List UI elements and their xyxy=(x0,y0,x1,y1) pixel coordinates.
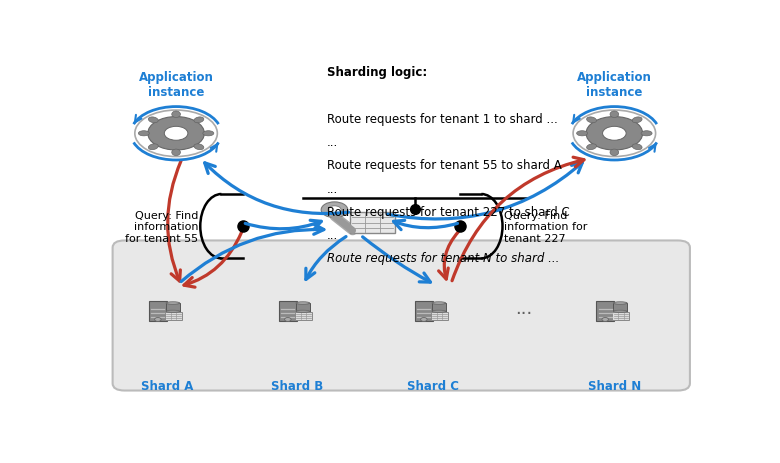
Text: ...: ... xyxy=(328,136,339,149)
Ellipse shape xyxy=(632,118,642,124)
Circle shape xyxy=(328,206,341,214)
Ellipse shape xyxy=(172,150,180,156)
FancyBboxPatch shape xyxy=(431,313,448,320)
FancyBboxPatch shape xyxy=(350,213,395,234)
Ellipse shape xyxy=(613,302,627,305)
Circle shape xyxy=(147,117,204,150)
Ellipse shape xyxy=(138,131,149,137)
Ellipse shape xyxy=(166,302,179,305)
Ellipse shape xyxy=(576,131,587,137)
Text: ...: ... xyxy=(515,300,532,318)
FancyBboxPatch shape xyxy=(613,303,627,313)
Text: Route requests for tenant 227 to shard C: Route requests for tenant 227 to shard C xyxy=(328,205,570,218)
Text: Shard C: Shard C xyxy=(407,379,459,392)
Ellipse shape xyxy=(172,112,180,118)
Text: Shard B: Shard B xyxy=(271,379,323,392)
FancyBboxPatch shape xyxy=(296,303,310,313)
Text: Route requests for tenant N to shard ...: Route requests for tenant N to shard ... xyxy=(328,252,559,265)
Ellipse shape xyxy=(573,111,656,157)
Ellipse shape xyxy=(148,144,158,150)
Text: Sharding logic:: Sharding logic: xyxy=(328,66,427,79)
Circle shape xyxy=(154,318,161,322)
FancyBboxPatch shape xyxy=(596,301,614,321)
Text: Shard A: Shard A xyxy=(141,379,193,392)
Ellipse shape xyxy=(203,131,214,137)
FancyBboxPatch shape xyxy=(432,303,445,313)
Circle shape xyxy=(602,318,608,322)
Ellipse shape xyxy=(641,131,652,137)
FancyBboxPatch shape xyxy=(612,313,629,320)
Circle shape xyxy=(420,318,427,322)
FancyBboxPatch shape xyxy=(112,241,690,391)
Ellipse shape xyxy=(432,311,445,313)
Ellipse shape xyxy=(148,118,158,124)
Ellipse shape xyxy=(587,118,597,124)
Text: Route requests for tenant 1 to shard ...: Route requests for tenant 1 to shard ... xyxy=(328,113,558,125)
FancyBboxPatch shape xyxy=(415,301,433,321)
Ellipse shape xyxy=(194,144,204,150)
Ellipse shape xyxy=(587,144,597,150)
Ellipse shape xyxy=(194,118,204,124)
FancyBboxPatch shape xyxy=(295,313,312,320)
Ellipse shape xyxy=(296,311,310,313)
Circle shape xyxy=(321,202,348,218)
Text: Route requests for tenant 55 to shard A: Route requests for tenant 55 to shard A xyxy=(328,159,562,172)
Text: ...: ... xyxy=(328,182,339,195)
FancyBboxPatch shape xyxy=(279,301,297,321)
Text: Query: Find
information for
tenant 227: Query: Find information for tenant 227 xyxy=(505,210,587,243)
Text: Application
instance: Application instance xyxy=(577,71,652,99)
Ellipse shape xyxy=(135,111,218,157)
Ellipse shape xyxy=(613,311,627,313)
Circle shape xyxy=(603,127,626,141)
FancyBboxPatch shape xyxy=(166,303,179,313)
Ellipse shape xyxy=(166,311,179,313)
Circle shape xyxy=(586,117,643,150)
Text: ...: ... xyxy=(328,228,339,241)
Text: Query: Find
information
for tenant 55: Query: Find information for tenant 55 xyxy=(126,210,198,243)
Ellipse shape xyxy=(432,302,445,305)
Ellipse shape xyxy=(610,150,619,156)
Circle shape xyxy=(285,318,291,322)
Ellipse shape xyxy=(632,144,642,150)
FancyBboxPatch shape xyxy=(165,313,182,320)
Ellipse shape xyxy=(296,302,310,305)
Circle shape xyxy=(165,127,188,141)
Text: Shard N: Shard N xyxy=(587,379,641,392)
Ellipse shape xyxy=(610,112,619,118)
Text: Application
instance: Application instance xyxy=(139,71,214,99)
FancyBboxPatch shape xyxy=(149,301,167,321)
